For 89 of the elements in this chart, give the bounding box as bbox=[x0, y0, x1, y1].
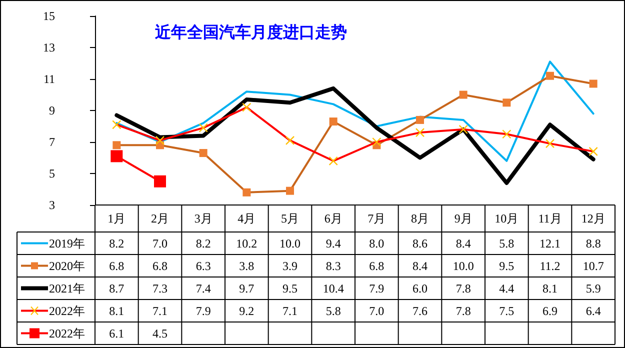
legend-label: 2022年 bbox=[49, 326, 85, 340]
data-label: 8.2 bbox=[109, 236, 124, 250]
line-series bbox=[114, 86, 596, 185]
data-label: 8.0 bbox=[369, 236, 384, 250]
x-tick-label: 8月 bbox=[411, 212, 429, 226]
point bbox=[459, 90, 468, 99]
y-tick-label: 7 bbox=[49, 135, 55, 149]
data-label: 4.5 bbox=[152, 326, 168, 340]
data-label: 8.8 bbox=[586, 236, 601, 250]
data-label: 10.7 bbox=[582, 258, 604, 273]
data-label: 12.1 bbox=[540, 236, 560, 250]
legend-label: 2019年 bbox=[49, 236, 85, 250]
x-tick-label: 2月 bbox=[151, 212, 169, 226]
point bbox=[199, 149, 208, 158]
data-label: 8.4 bbox=[412, 258, 428, 273]
data-label: 10.2 bbox=[236, 236, 258, 250]
data-label: 6.4 bbox=[586, 304, 601, 318]
x-tick-label: 7月 bbox=[368, 212, 386, 226]
y-tick-label: 5 bbox=[49, 166, 55, 180]
data-label: 6.8 bbox=[369, 258, 384, 273]
data-label: 7.1 bbox=[282, 304, 298, 318]
point bbox=[154, 175, 166, 188]
point bbox=[286, 186, 294, 195]
x-tick-label: 10月 bbox=[494, 212, 519, 226]
y-tick-label: 15 bbox=[43, 9, 55, 23]
data-label: 8.6 bbox=[412, 236, 428, 250]
point bbox=[502, 98, 511, 107]
data-label: 8.4 bbox=[456, 236, 471, 250]
data-label: 8.3 bbox=[326, 258, 341, 273]
data-label: 6.0 bbox=[412, 281, 428, 296]
x-tick-label: 12月 bbox=[581, 212, 606, 226]
data-label: 9.4 bbox=[326, 236, 341, 250]
point bbox=[110, 150, 123, 162]
legend-label: 2022年 bbox=[49, 304, 85, 318]
y-tick-label: 3 bbox=[49, 198, 55, 212]
data-label: 9.7 bbox=[239, 281, 254, 296]
data-label: 6.3 bbox=[196, 258, 211, 273]
data-label: 7.1 bbox=[152, 304, 168, 318]
data-label: 9.2 bbox=[239, 304, 254, 318]
data-label: 6.9 bbox=[542, 304, 558, 318]
point bbox=[329, 118, 338, 126]
y-tick-label: 11 bbox=[43, 72, 55, 86]
point bbox=[112, 141, 121, 150]
data-label: 4.4 bbox=[499, 281, 514, 296]
data-label: 8.7 bbox=[109, 281, 124, 296]
x-tick-label: 6月 bbox=[324, 212, 342, 226]
data-label: 8.1 bbox=[109, 304, 124, 318]
y-tick-label: 9 bbox=[49, 104, 55, 118]
data-label: 9.5 bbox=[282, 281, 298, 296]
data-label: 10.4 bbox=[322, 281, 344, 296]
data-label: 7.0 bbox=[369, 304, 384, 318]
data-label: 6.8 bbox=[152, 258, 168, 273]
x-tick-label: 4月 bbox=[238, 212, 256, 226]
data-label: 7.5 bbox=[499, 304, 514, 318]
data-label: 7.8 bbox=[456, 304, 471, 318]
data-label: 11.2 bbox=[540, 258, 560, 273]
x-tick-label: 1月 bbox=[108, 212, 126, 226]
data-label: 6.8 bbox=[109, 258, 124, 273]
data-label: 9.5 bbox=[499, 258, 514, 273]
data-label: 7.4 bbox=[196, 281, 211, 296]
data-label: 7.9 bbox=[196, 304, 211, 318]
legend-label: 2020年 bbox=[49, 258, 85, 273]
data-label: 7.0 bbox=[152, 236, 168, 250]
data-label: 10.0 bbox=[452, 258, 474, 273]
x-tick-label: 5月 bbox=[281, 212, 299, 226]
data-label: 6.1 bbox=[109, 326, 124, 340]
data-label: 5.9 bbox=[586, 281, 601, 296]
point bbox=[242, 188, 251, 196]
y-tick-label: 13 bbox=[43, 40, 55, 54]
line-series bbox=[116, 60, 594, 162]
data-label: 7.9 bbox=[369, 281, 384, 296]
data-label: 5.8 bbox=[326, 304, 341, 318]
point bbox=[546, 72, 554, 80]
point bbox=[589, 80, 598, 88]
data-label: 3.9 bbox=[282, 258, 298, 273]
data-label: 7.3 bbox=[152, 281, 168, 296]
chart-title: 近年全国汽车月度进口走势 bbox=[154, 22, 347, 42]
x-tick-label: 11月 bbox=[538, 212, 562, 226]
data-label: 7.6 bbox=[412, 304, 428, 318]
point bbox=[416, 116, 424, 124]
data-label: 8.2 bbox=[196, 236, 211, 250]
data-label: 5.8 bbox=[499, 236, 514, 250]
x-tick-label: 9月 bbox=[454, 212, 472, 226]
data-label: 10.0 bbox=[280, 236, 300, 250]
legend-label: 2021年 bbox=[49, 281, 85, 296]
x-tick-label: 3月 bbox=[194, 212, 212, 226]
data-label: 3.8 bbox=[239, 258, 254, 273]
data-label: 7.8 bbox=[456, 281, 471, 296]
data-label: 8.1 bbox=[542, 281, 558, 296]
